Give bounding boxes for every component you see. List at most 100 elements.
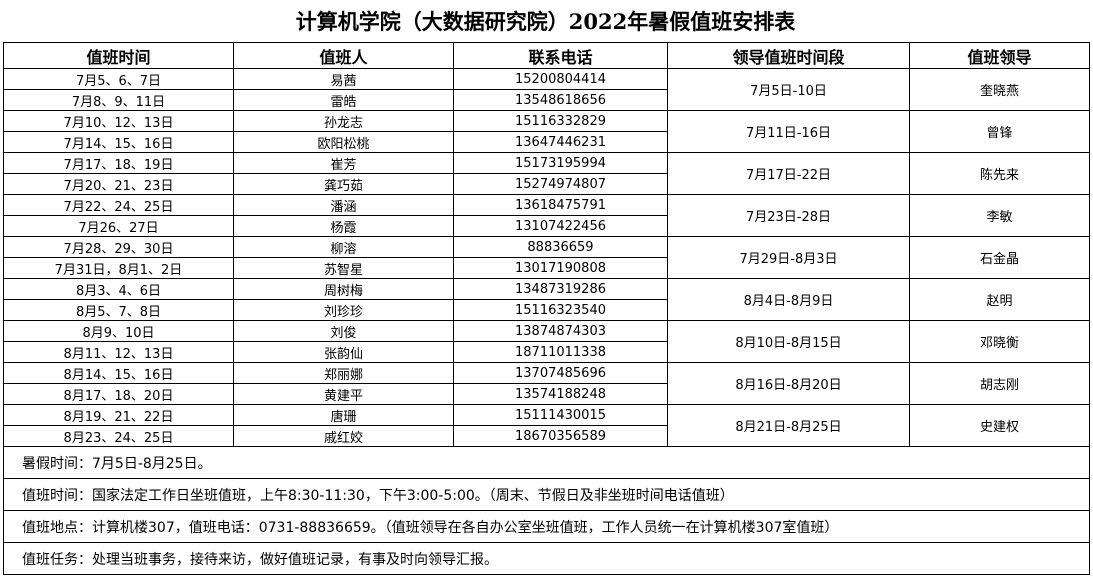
duty-person: 易茜 — [233, 68, 454, 90]
duty-date: 7月31日，8月1、2日 — [3, 257, 234, 279]
leader-period: 7月5日-10日 — [667, 68, 910, 111]
duty-person: 柳溶 — [233, 236, 454, 258]
leader-period: 8月10日-8月15日 — [667, 320, 910, 363]
duty-person: 戚红姣 — [233, 425, 454, 447]
duty-person: 刘俊 — [233, 320, 454, 342]
leader-period: 8月21日-8月25日 — [667, 404, 910, 447]
duty-date: 8月23、24、25日 — [3, 425, 234, 447]
duty-date: 8月3、4、6日 — [3, 278, 234, 300]
duty-person: 孙龙志 — [233, 110, 454, 132]
phone: 15111430015 — [453, 404, 668, 426]
row: 7月28、29、30日 柳溶 88836659 7月29日-8月3日 石金晶 — [3, 236, 1090, 279]
duty-date: 8月9、10日 — [3, 320, 234, 342]
duty-date: 8月17、18、20日 — [3, 383, 234, 405]
duty-date: 8月11、12、13日 — [3, 341, 234, 363]
phone: 88836659 — [453, 236, 668, 258]
row: 7月14、15、16日 欧阳松桃 13647446231 — [3, 131, 1090, 153]
schedule-table: 值班时间 值班人 联系电话 领导值班时间段 值班领导 7月5、6、7日 易茜 15200804… — [3, 42, 1090, 575]
duty-person: 龚巧茹 — [233, 173, 454, 195]
row: 8月3、4、6日 周树梅 13487319286 8月4日-8月9日 赵明 — [3, 278, 1090, 321]
leader-name: 胡志刚 — [909, 362, 1090, 405]
title: 计算机学院（大数据研究院）2022年暑假值班安排表 — [295, 9, 796, 34]
phone: 13017190808 — [453, 257, 668, 279]
duty-person: 苏智星 — [233, 257, 454, 279]
header-cell: 领导值班时间段 — [667, 42, 910, 69]
leader-period: 8月4日-8月9日 — [667, 278, 910, 321]
duty-person: 张韵仙 — [233, 341, 454, 363]
row: 8月11、12、13日 张韵仙 18711011338 — [3, 341, 1090, 363]
duty-date: 8月19、21、22日 — [3, 404, 234, 426]
phone: 15274974807 — [453, 173, 668, 195]
phone: 13107422456 — [453, 215, 668, 237]
note: 暑假时间：7月5日-8月25日。 — [3, 446, 1090, 479]
phone: 18670356589 — [453, 425, 668, 447]
row: 7月10、12、13日 孙龙志 15116332829 7月11日-16日 曾锋 — [3, 110, 1090, 153]
phone: 13548618656 — [453, 89, 668, 111]
duty-person: 杨霞 — [233, 215, 454, 237]
leader-name: 奎晓燕 — [909, 68, 1090, 111]
duty-date: 8月5、7、8日 — [3, 299, 234, 321]
phone: 15116332829 — [453, 110, 668, 132]
note: 值班地点：计算机楼307，值班电话：0731-88836659。（值班领导在各自… — [3, 510, 1090, 543]
duty-person: 唐珊 — [233, 404, 454, 426]
row: 7月26、27日 杨霞 13107422456 — [3, 215, 1090, 237]
row: 8月17、18、20日 黄建平 13574188248 — [3, 383, 1090, 405]
leader-name: 石金晶 — [909, 236, 1090, 279]
leader-name: 邓晓衡 — [909, 320, 1090, 363]
duty-date: 7月8、9、11日 — [3, 89, 234, 111]
duty-person: 雷皓 — [233, 89, 454, 111]
row: 8月23、24、25日 戚红姣 18670356589 — [3, 425, 1090, 447]
duty-person: 周树梅 — [233, 278, 454, 300]
leader-period: 7月29日-8月3日 — [667, 236, 910, 279]
row: 8月9、10日 刘俊 13874874303 8月10日-8月15日 邓晓衡 — [3, 320, 1090, 363]
row: 7月5、6、7日 易茜 15200804414 7月5日-10日 奎晓燕 — [3, 68, 1090, 111]
leader-name: 史建权 — [909, 404, 1090, 447]
duty-person: 潘涵 — [233, 194, 454, 216]
phone: 15116323540 — [453, 299, 668, 321]
note: 值班任务：处理当班事务，接待来访，做好值班记录，有事及时向领导汇报。 — [3, 542, 1090, 575]
phone: 13707485696 — [453, 362, 668, 384]
leader-name: 陈先来 — [909, 152, 1090, 195]
duty-person: 欧阳松桃 — [233, 131, 454, 153]
row: 值班任务：处理当班事务，接待来访，做好值班记录，有事及时向领导汇报。 — [3, 542, 1090, 575]
leader-period: 7月17日-22日 — [667, 152, 910, 195]
duty-date: 7月28、29、30日 — [3, 236, 234, 258]
leader-period: 7月23日-28日 — [667, 194, 910, 237]
duty-person: 黄建平 — [233, 383, 454, 405]
duty-date: 7月14、15、16日 — [3, 131, 234, 153]
phone: 15173195994 — [453, 152, 668, 174]
duty-date: 7月26、27日 — [3, 215, 234, 237]
duty-date: 7月5、6、7日 — [3, 68, 234, 90]
phone: 13647446231 — [453, 131, 668, 153]
phone: 13874874303 — [453, 320, 668, 342]
duty-date: 7月20、21、23日 — [3, 173, 234, 195]
row: 7月17、18、19日 崔芳 15173195994 7月17日-22日 陈先来 — [3, 152, 1090, 195]
row: 暑假时间：7月5日-8月25日。 — [3, 446, 1090, 479]
phone: 15200804414 — [453, 68, 668, 90]
row: 7月22、24、25日 潘涵 13618475791 7月23日-28日 李敏 — [3, 194, 1090, 237]
row: 值班地点：计算机楼307，值班电话：0731-88836659。（值班领导在各自… — [3, 510, 1090, 543]
phone: 18711011338 — [453, 341, 668, 363]
leader-period: 7月11日-16日 — [667, 110, 910, 153]
header-cell: 值班时间 — [3, 42, 234, 69]
duty-person: 郑丽娜 — [233, 362, 454, 384]
leader-name: 曾锋 — [909, 110, 1090, 153]
phone: 13487319286 — [453, 278, 668, 300]
row: 值班时间 值班人 联系电话 领导值班时间段 值班领导 — [3, 42, 1090, 69]
duty-date: 7月22、24、25日 — [3, 194, 234, 216]
duty-person: 刘珍珍 — [233, 299, 454, 321]
duty-date: 7月10、12、13日 — [3, 110, 234, 132]
row: 8月19、21、22日 唐珊 15111430015 8月21日-8月25日 史建权 — [3, 404, 1090, 447]
duty-date: 7月17、18、19日 — [3, 152, 234, 174]
leader-period: 8月16日-8月20日 — [667, 362, 910, 405]
leader-name: 赵明 — [909, 278, 1090, 321]
row: 8月5、7、8日 刘珍珍 15116323540 — [3, 299, 1090, 321]
header-cell: 联系电话 — [453, 42, 668, 69]
duty-date: 8月14、15、16日 — [3, 362, 234, 384]
phone: 13618475791 — [453, 194, 668, 216]
header-cell: 值班人 — [233, 42, 454, 69]
row: 值班时间：国家法定工作日坐班值班，上午8:30-11:30，下午3:00-5:0… — [3, 478, 1090, 511]
leader-name: 李敏 — [909, 194, 1090, 237]
phone: 13574188248 — [453, 383, 668, 405]
